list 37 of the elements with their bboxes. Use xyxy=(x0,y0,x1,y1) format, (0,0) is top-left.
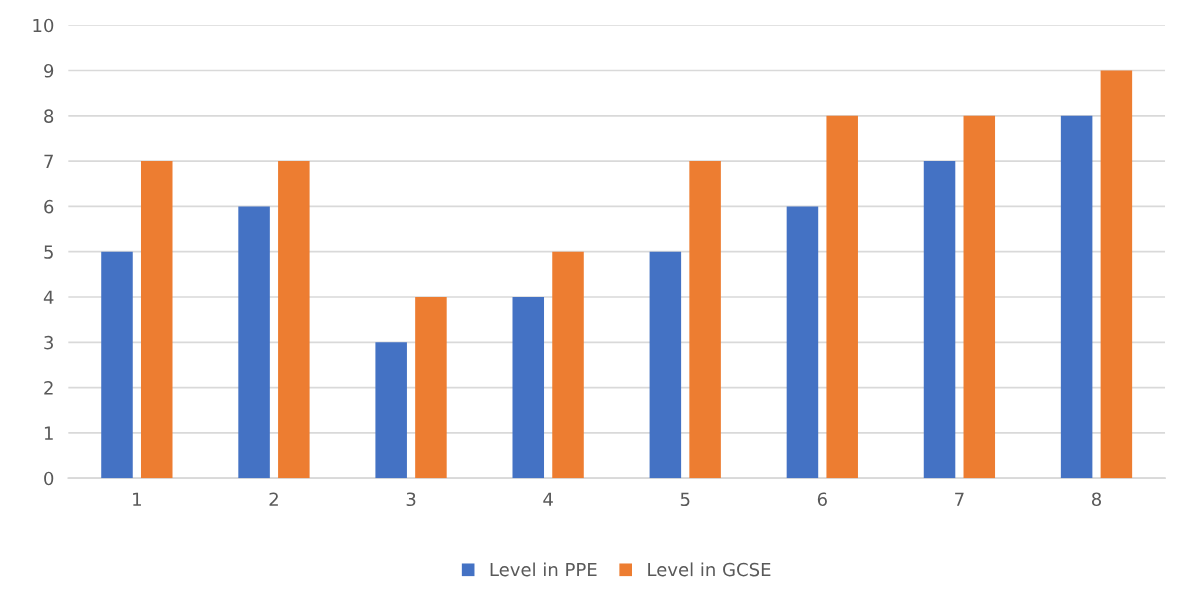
y-tick-label: 9 xyxy=(44,63,54,78)
bar xyxy=(826,115,858,479)
bar xyxy=(1060,115,1093,479)
bar xyxy=(512,297,545,479)
bar xyxy=(140,161,173,479)
x-tick-label: 1 xyxy=(133,492,141,506)
bar xyxy=(786,206,819,479)
bar xyxy=(649,251,682,479)
y-tick-label: 6 xyxy=(44,199,54,214)
y-tick-label: 8 xyxy=(44,109,54,123)
y-tick-label: 4 xyxy=(43,290,54,304)
bar xyxy=(1100,70,1133,479)
bar xyxy=(278,161,310,479)
y-tick-label: 1 xyxy=(44,426,53,440)
y-tick-label: 0 xyxy=(44,471,54,486)
bar xyxy=(238,206,270,479)
bar xyxy=(923,161,956,479)
x-tick-label: 8 xyxy=(1091,492,1102,507)
x-tick-label: 5 xyxy=(680,492,690,507)
x-tick-label: 4 xyxy=(543,492,553,506)
bar xyxy=(415,297,447,479)
legend-label: Level in GCSE xyxy=(648,562,771,577)
x-tick-label: 2 xyxy=(269,492,278,506)
bar xyxy=(689,161,721,479)
y-tick-label: 2 xyxy=(44,381,53,395)
x-tick-label: 7 xyxy=(955,492,964,506)
legend-label: Level in PPE xyxy=(490,562,597,577)
y-tick-label: 7 xyxy=(44,154,53,168)
bar xyxy=(375,342,407,479)
y-tick-label: 3 xyxy=(44,335,53,350)
x-tick-label: 6 xyxy=(817,492,827,507)
bar xyxy=(963,115,996,479)
y-tick-label: 10 xyxy=(33,18,54,33)
y-tick-label: 5 xyxy=(44,245,53,259)
x-tick-label: 3 xyxy=(406,492,416,507)
bar xyxy=(552,251,584,479)
bar xyxy=(101,251,133,479)
